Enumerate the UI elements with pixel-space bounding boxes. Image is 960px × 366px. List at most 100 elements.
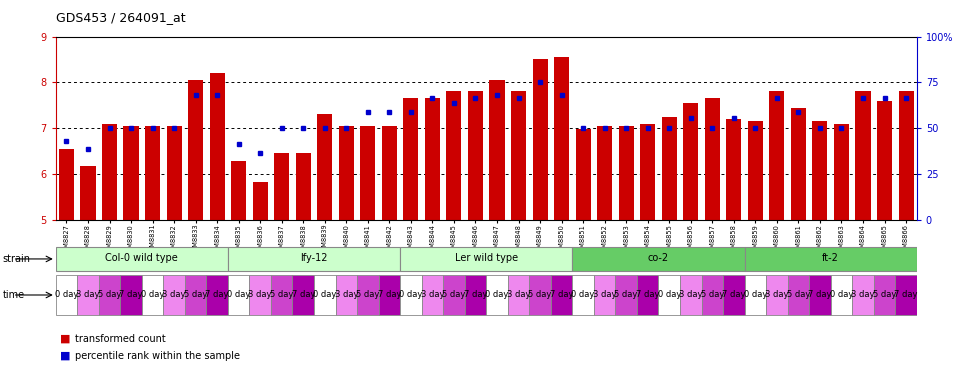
- Bar: [812, 121, 828, 220]
- Bar: [163, 275, 185, 315]
- Bar: [787, 275, 809, 315]
- Bar: [56, 247, 228, 271]
- Bar: [809, 275, 830, 315]
- Bar: [680, 275, 702, 315]
- Bar: [228, 247, 400, 271]
- Bar: [145, 126, 160, 220]
- Text: 7 day: 7 day: [895, 291, 918, 299]
- Bar: [877, 101, 892, 220]
- Text: 0 day: 0 day: [55, 291, 78, 299]
- Text: 0 day: 0 day: [227, 291, 251, 299]
- Bar: [102, 123, 117, 220]
- Bar: [357, 275, 378, 315]
- Bar: [56, 275, 77, 315]
- Text: 0 day: 0 day: [313, 291, 336, 299]
- Text: 0 day: 0 day: [141, 291, 164, 299]
- Bar: [403, 98, 419, 220]
- Bar: [293, 275, 314, 315]
- Text: 3 day: 3 day: [593, 291, 616, 299]
- Text: 3 day: 3 day: [162, 291, 186, 299]
- Bar: [228, 275, 250, 315]
- Text: 7 day: 7 day: [808, 291, 831, 299]
- Text: 3 day: 3 day: [420, 291, 444, 299]
- Bar: [250, 275, 271, 315]
- Bar: [769, 92, 784, 220]
- Bar: [748, 121, 763, 220]
- Bar: [446, 92, 462, 220]
- Bar: [360, 126, 375, 220]
- Bar: [615, 275, 636, 315]
- Bar: [636, 275, 659, 315]
- Text: 0 day: 0 day: [571, 291, 595, 299]
- Bar: [852, 275, 874, 315]
- Text: GDS453 / 264091_at: GDS453 / 264091_at: [56, 11, 185, 24]
- Bar: [896, 275, 917, 315]
- Text: Col-0 wild type: Col-0 wild type: [106, 253, 179, 264]
- Text: 7 day: 7 day: [464, 291, 488, 299]
- Bar: [899, 92, 914, 220]
- Bar: [271, 275, 293, 315]
- Bar: [487, 275, 508, 315]
- Bar: [684, 103, 698, 220]
- Bar: [314, 275, 336, 315]
- Bar: [640, 123, 656, 220]
- Text: 5 day: 5 day: [184, 291, 207, 299]
- Text: 7 day: 7 day: [550, 291, 573, 299]
- Bar: [188, 80, 204, 220]
- Text: 7 day: 7 day: [292, 291, 315, 299]
- Text: 7 day: 7 day: [377, 291, 401, 299]
- Bar: [468, 92, 483, 220]
- Bar: [142, 275, 163, 315]
- Bar: [834, 123, 849, 220]
- Bar: [727, 119, 741, 220]
- Text: ft-2: ft-2: [823, 253, 839, 264]
- Bar: [661, 117, 677, 220]
- Bar: [378, 275, 400, 315]
- Text: percentile rank within the sample: percentile rank within the sample: [75, 351, 240, 361]
- Bar: [444, 275, 465, 315]
- Text: 0 day: 0 day: [829, 291, 853, 299]
- Text: 0 day: 0 day: [486, 291, 509, 299]
- Bar: [745, 247, 917, 271]
- Bar: [618, 126, 634, 220]
- Bar: [702, 275, 723, 315]
- Bar: [275, 153, 289, 220]
- Text: ■: ■: [60, 351, 70, 361]
- Bar: [659, 275, 680, 315]
- Bar: [791, 108, 806, 220]
- Text: lfy-12: lfy-12: [300, 253, 327, 264]
- Text: 3 day: 3 day: [507, 291, 530, 299]
- Text: 5 day: 5 day: [701, 291, 724, 299]
- Bar: [830, 275, 852, 315]
- Bar: [572, 275, 594, 315]
- Bar: [336, 275, 357, 315]
- Bar: [533, 59, 547, 220]
- Text: 5 day: 5 day: [98, 291, 121, 299]
- Text: 3 day: 3 day: [765, 291, 788, 299]
- Text: co-2: co-2: [648, 253, 669, 264]
- Bar: [77, 275, 99, 315]
- Text: 7 day: 7 day: [722, 291, 746, 299]
- Bar: [81, 165, 95, 220]
- Bar: [490, 80, 505, 220]
- Bar: [874, 275, 896, 315]
- Text: 7 day: 7 day: [205, 291, 228, 299]
- Bar: [511, 92, 526, 220]
- Bar: [400, 275, 421, 315]
- Bar: [723, 275, 745, 315]
- Text: 5 day: 5 day: [873, 291, 897, 299]
- Text: 7 day: 7 day: [119, 291, 143, 299]
- Text: time: time: [3, 290, 25, 300]
- Bar: [252, 182, 268, 220]
- Bar: [400, 247, 572, 271]
- Bar: [206, 275, 228, 315]
- Bar: [554, 57, 569, 220]
- Bar: [99, 275, 120, 315]
- Text: 0 day: 0 day: [399, 291, 422, 299]
- Text: 3 day: 3 day: [334, 291, 358, 299]
- Text: 3 day: 3 day: [679, 291, 703, 299]
- Text: 5 day: 5 day: [528, 291, 552, 299]
- Text: 5 day: 5 day: [270, 291, 294, 299]
- Bar: [120, 275, 142, 315]
- Text: Ler wild type: Ler wild type: [455, 253, 517, 264]
